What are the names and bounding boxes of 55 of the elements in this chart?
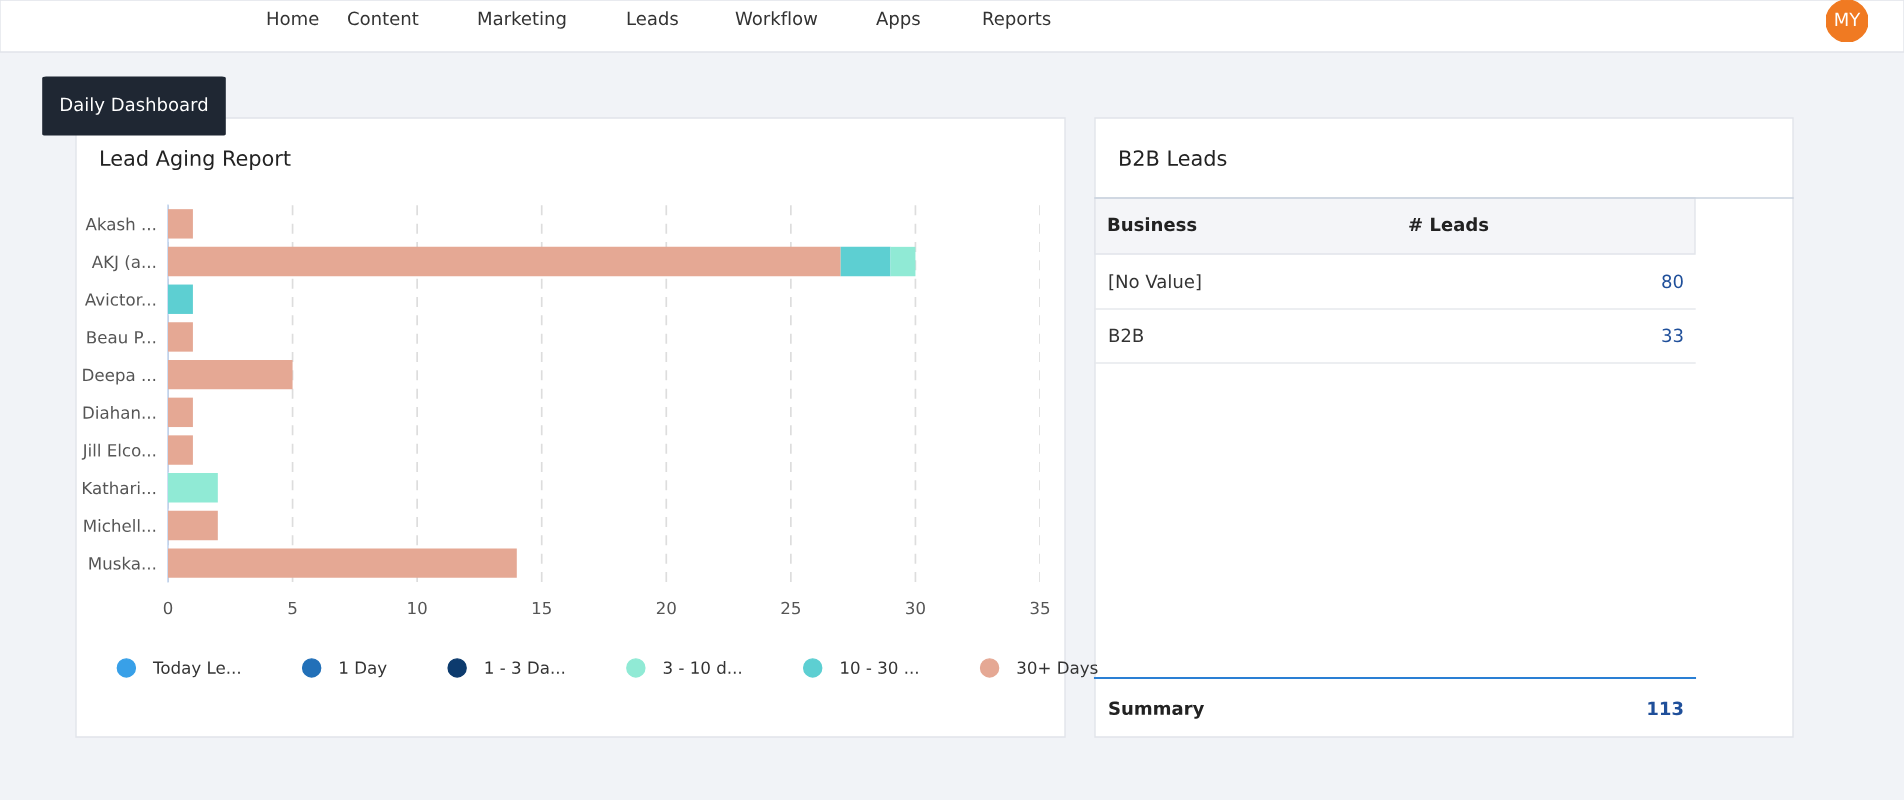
bar bbox=[168, 548, 517, 578]
text: Reports bbox=[983, 11, 1051, 29]
y-tick-label: Jill Elco... bbox=[81, 443, 156, 460]
bar bbox=[168, 284, 193, 314]
y-tick-label: Beau P... bbox=[87, 331, 156, 344]
category-label: B2B bbox=[1109, 328, 1143, 342]
data-label: 80 bbox=[1662, 274, 1683, 289]
legend-label: 1 Day bbox=[340, 661, 387, 678]
data-label: 33 bbox=[1662, 328, 1683, 343]
text: Marketing bbox=[478, 11, 566, 29]
bar bbox=[168, 246, 841, 277]
bar bbox=[840, 246, 891, 277]
x-tick-label: 15 bbox=[532, 601, 551, 615]
x-tick-label: 5 bbox=[288, 601, 297, 615]
text: Content bbox=[348, 11, 419, 26]
category-label: [No Value] bbox=[1109, 274, 1201, 291]
x-tick-label: 35 bbox=[1030, 601, 1050, 615]
bar bbox=[168, 397, 193, 428]
y-tick-label: Muska... bbox=[89, 556, 156, 570]
bar bbox=[168, 473, 218, 503]
text: MY bbox=[1835, 12, 1861, 26]
legend-label: 30+ Days bbox=[1017, 661, 1098, 678]
y-tick-label: Avictor... bbox=[84, 292, 156, 306]
bar bbox=[168, 510, 218, 541]
y-tick-label: AKJ (a... bbox=[91, 255, 156, 272]
x-tick-label: 0 bbox=[163, 601, 173, 615]
text: Leads bbox=[627, 11, 678, 26]
text: B2B Leads bbox=[1120, 149, 1227, 167]
text: Business bbox=[1108, 217, 1197, 232]
text: Workflow bbox=[735, 11, 818, 26]
bar bbox=[890, 246, 916, 277]
text: Home bbox=[267, 11, 319, 26]
y-tick-label: Deepa ... bbox=[83, 368, 156, 385]
x-tick-label: 20 bbox=[656, 601, 676, 615]
bar bbox=[168, 209, 193, 239]
bar bbox=[168, 435, 193, 465]
x-tick-label: 30 bbox=[906, 601, 925, 615]
legend-label: 1 - 3 Da... bbox=[485, 661, 565, 674]
text: Daily Dashboard bbox=[61, 97, 208, 115]
bar bbox=[168, 359, 293, 390]
text: Apps bbox=[876, 11, 920, 29]
x-tick-label: 10 bbox=[408, 601, 427, 615]
y-tick-label: Michell... bbox=[84, 519, 156, 533]
legend-label: 10 - 30 ... bbox=[841, 661, 918, 674]
chart-title: Lead Aging Report bbox=[101, 149, 291, 171]
y-tick-label: Akash ... bbox=[85, 217, 156, 231]
legend-label: Today Le... bbox=[152, 661, 240, 678]
legend-label: 3 - 10 d... bbox=[663, 661, 741, 674]
text: 113 bbox=[1648, 701, 1683, 716]
x-tick-label: 25 bbox=[781, 601, 801, 615]
y-tick-label: Kathari... bbox=[82, 481, 156, 495]
text: Summary bbox=[1109, 701, 1205, 719]
bar bbox=[168, 322, 193, 352]
text: # Leads bbox=[1409, 217, 1489, 232]
y-tick-label: Diahan... bbox=[83, 406, 156, 419]
